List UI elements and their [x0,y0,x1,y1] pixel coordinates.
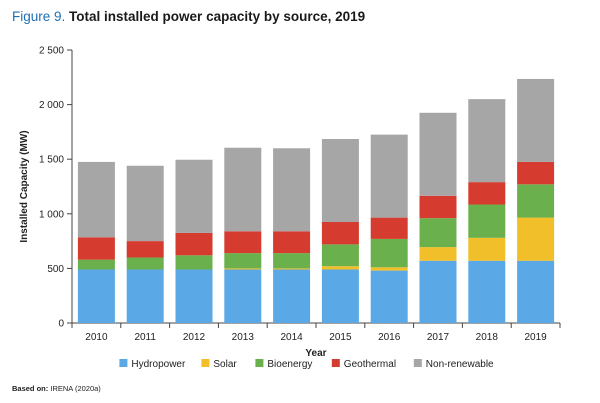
bar-segment-geothermal [370,217,408,239]
legend-swatch-solar [201,359,210,367]
bar-segment-hydropower [77,269,115,323]
x-tick-label: 2017 [427,332,450,343]
bar-segment-hydropower [370,270,408,323]
x-tick-label: 2018 [476,332,499,343]
bar-segment-bioenergy [273,253,311,269]
bar-segment-non-renewable [517,78,555,162]
bar-segment-solar [224,268,262,270]
legend-label-solar: Solar [213,359,237,370]
bar-segment-non-renewable [321,138,359,222]
bar-segment-geothermal [126,241,164,258]
bar-segment-non-renewable [273,148,311,232]
source-label: Based on: [12,384,49,393]
legend-swatch-non-renewable [413,359,422,367]
source-note: Based on: IRENA (2020a) [12,384,101,393]
bar-segment-geothermal [419,195,457,219]
y-tick-label: 2 500 [39,46,64,57]
x-tick-label: 2015 [329,332,352,343]
figure-title-text: Total installed power capacity by source… [69,9,366,24]
bar-segment-geothermal [517,161,555,185]
bar-segment-non-renewable [77,161,115,238]
bar-segment-hydropower [321,269,359,323]
legend-label-geothermal: Geothermal [344,359,396,370]
bar-segment-geothermal [77,237,115,260]
figure-number: Figure 9. [12,9,66,24]
bar-segment-non-renewable [370,134,408,218]
bar-segment-bioenergy [126,257,164,270]
bar-segment-non-renewable [419,112,457,196]
x-tick-label: 2014 [280,332,303,343]
legend-label-bioenergy: Bioenergy [267,359,312,370]
x-axis-title: Year [305,348,326,359]
y-tick-label: 1 000 [39,209,64,220]
legend-label-hydropower: Hydropower [131,359,186,370]
bar-segment-non-renewable [175,159,213,233]
bar-segment-bioenergy [419,218,457,248]
bar-segment-bioenergy [321,244,359,267]
bar-segment-non-renewable [224,147,262,232]
y-tick-label: 500 [47,264,64,275]
bar-segment-bioenergy [224,253,262,269]
bar-segment-bioenergy [468,204,506,238]
bar-segment-solar [321,266,359,270]
bar-segment-hydropower [419,260,457,323]
bar-segment-geothermal [273,231,311,254]
bar-segment-solar [419,247,457,261]
bar-segment-non-renewable [126,165,164,242]
bar-segment-geothermal [468,182,506,205]
figure-title: Figure 9. Total installed power capacity… [12,9,365,24]
source-text: IRENA (2020a) [50,384,101,393]
y-tick-label: 0 [58,319,64,330]
x-tick-label: 2012 [183,332,206,343]
bar-segment-non-renewable [468,99,506,183]
x-tick-label: 2016 [378,332,401,343]
bar-segment-geothermal [175,232,213,256]
legend-swatch-geothermal [331,359,340,367]
x-tick-label: 2010 [85,332,108,343]
y-axis-title: Installed Capacity (MW) [19,130,30,242]
bar-segment-hydropower [517,260,555,323]
bar-segment-hydropower [224,269,262,323]
bar-segment-hydropower [273,269,311,323]
x-tick-label: 2011 [134,332,156,343]
bar-segment-geothermal [321,221,359,245]
bar-segment-bioenergy [77,259,115,270]
bar-segment-hydropower [175,269,213,323]
bar-segment-hydropower [468,260,506,323]
bar-segment-solar [370,267,408,271]
bar-segment-geothermal [224,231,262,254]
legend-swatch-bioenergy [255,359,264,367]
bar-segment-hydropower [126,269,164,323]
bar-segment-solar [517,217,555,261]
legend-label-non-renewable: Non-renewable [426,359,494,370]
bar-segment-bioenergy [517,184,555,218]
legend-swatch-hydropower [119,359,128,367]
x-tick-label: 2013 [232,332,255,343]
y-tick-label: 2 000 [39,100,64,111]
bar-segment-bioenergy [370,238,408,268]
bar-segment-solar [468,237,506,261]
y-tick-label: 1 500 [39,155,64,166]
bar-segment-bioenergy [175,255,213,270]
x-tick-label: 2019 [524,332,547,343]
bar-segment-solar [273,268,311,270]
